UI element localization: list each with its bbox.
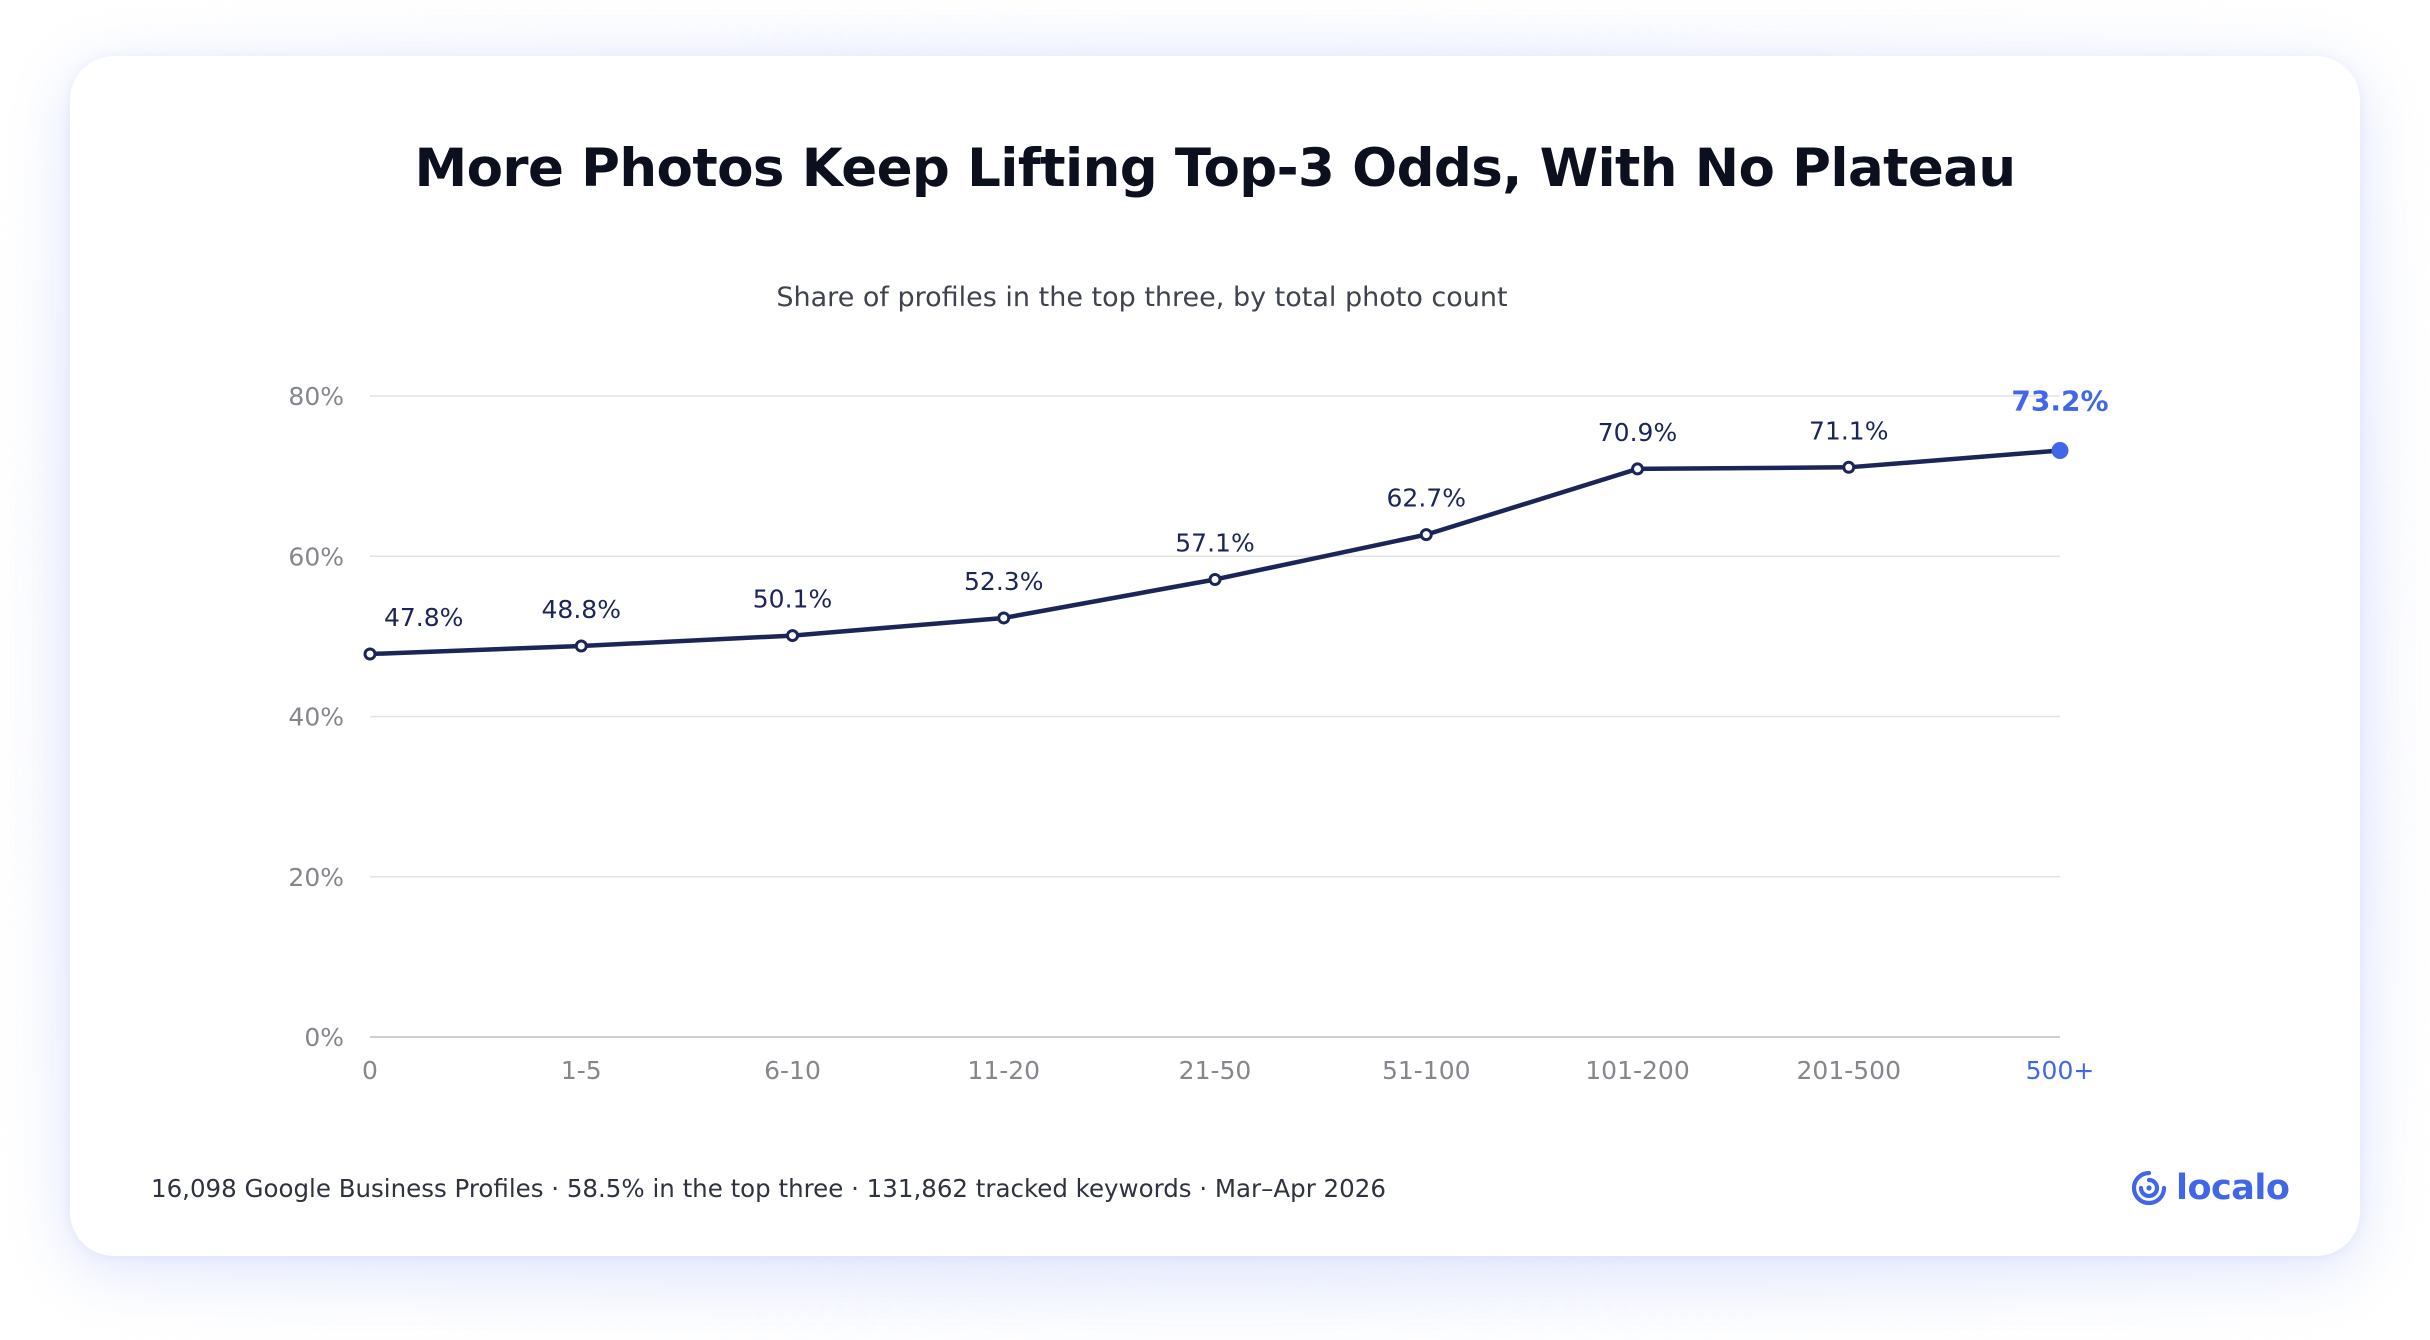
y-axis-tick-labels: 0% 20% 40% 60% 80% — [288, 382, 344, 1052]
data-point — [997, 611, 1011, 625]
data-point — [1631, 462, 1644, 476]
data-point — [1842, 460, 1856, 474]
x-tick-label: 21-50 — [1179, 1056, 1252, 1085]
x-tick-label: 201-500 — [1797, 1056, 1901, 1085]
y-tick-label: 0% — [304, 1023, 344, 1052]
y-tick-label: 80% — [288, 382, 344, 411]
x-tick-label: 101-200 — [1585, 1056, 1689, 1085]
data-point-highlight — [2051, 441, 2069, 459]
data-label: 47.8% — [384, 603, 463, 632]
data-label: 71.1% — [1809, 416, 1888, 445]
data-point — [786, 629, 799, 643]
x-tick-label: 1-5 — [561, 1056, 602, 1085]
chart-subtitle: Share of profiles in the top three, by t… — [776, 282, 1508, 313]
chart-title: More Photos Keep Lifting Top-3 Odds, Wit… — [414, 138, 2016, 199]
footnote: 16,098 Google Business Profiles · 58.5% … — [151, 1174, 1386, 1203]
data-point — [574, 639, 588, 653]
chart-card — [70, 56, 2360, 1256]
y-tick-label: 60% — [288, 542, 344, 571]
data-label: 62.7% — [1387, 484, 1466, 513]
x-tick-label: 11-20 — [967, 1056, 1040, 1085]
x-axis-tick-labels: 0 1-5 6-10 11-20 21-50 51-100 101-200 201-500 50… — [362, 1056, 2094, 1085]
data-point — [1208, 572, 1222, 586]
x-tick-label: 500+ — [2026, 1056, 2095, 1085]
brand-logo[interactable]: localo — [2128, 1164, 2290, 1212]
data-point — [363, 647, 377, 661]
data-label: 70.9% — [1598, 418, 1677, 447]
y-tick-label: 40% — [288, 703, 344, 732]
x-tick-label: 6-10 — [764, 1056, 821, 1085]
data-label: 57.1% — [1175, 528, 1254, 557]
data-labels: 47.8% 48.8% 50.1% 52.3% 57.1% 62.7% 70.9% 71.1%… — [384, 384, 2109, 632]
data-points — [363, 441, 2069, 661]
data-point — [1419, 528, 1433, 542]
x-tick-label: 51-100 — [1382, 1056, 1471, 1085]
gridlines — [370, 395, 2060, 1038]
data-label: 48.8% — [542, 595, 621, 624]
data-label: 52.3% — [964, 567, 1043, 596]
location-pin-icon — [2131, 1170, 2167, 1206]
y-tick-label: 20% — [288, 863, 344, 892]
data-label: 50.1% — [753, 585, 832, 614]
brand-name: localo — [2176, 1168, 2290, 1208]
x-tick-label: 0 — [362, 1056, 378, 1085]
data-label-highlight: 73.2% — [2011, 384, 2108, 417]
